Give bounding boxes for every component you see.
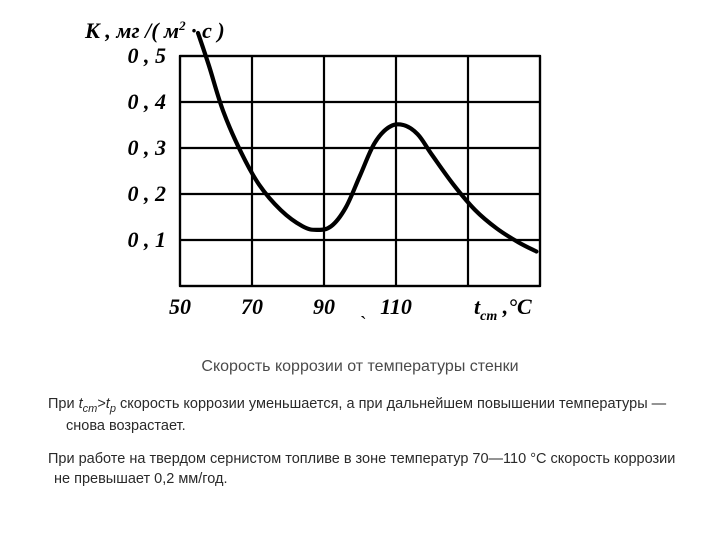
p1-b: скорость коррозии уменьшается, а при дал…	[66, 396, 666, 434]
svg-text:90: 90	[313, 294, 335, 319]
svg-text:70: 70	[241, 294, 263, 319]
chart-svg: 0 , 1 0 , 2 0 , 3 0 , 4 0 , 5К , мг /( м2 · …	[0, 0, 720, 350]
svg-text:0 , 4: 0 , 4	[128, 89, 167, 114]
svg-text:0 , 2: 0 , 2	[128, 181, 167, 206]
svg-text:`: `	[360, 313, 367, 335]
p1-s1: ст	[83, 403, 98, 415]
svg-text:50: 50	[169, 294, 191, 319]
svg-text:0 , 5: 0 , 5	[128, 43, 167, 68]
p1-gt: >	[97, 396, 105, 412]
corrosion-rate-chart: 0 , 1 0 , 2 0 , 3 0 , 4 0 , 5К , мг /( м2 · …	[0, 0, 720, 350]
p1-a: При	[48, 396, 79, 412]
svg-text:К , мг /( м2 · с ): К , мг /( м2 · с )	[84, 18, 225, 43]
svg-text:110: 110	[380, 294, 412, 319]
svg-text:0 , 3: 0 , 3	[128, 135, 167, 160]
paragraph-2: При работе на твердом сернистом топливе …	[48, 450, 678, 489]
chart-caption: Скорость коррозии от температуры стенки	[0, 358, 720, 376]
svg-text:tст ,°С: tст ,°С	[474, 294, 532, 324]
paragraph-1: При tст>tр скорость коррозии уменьшается…	[48, 395, 690, 436]
svg-text:0 , 1: 0 , 1	[128, 227, 167, 252]
